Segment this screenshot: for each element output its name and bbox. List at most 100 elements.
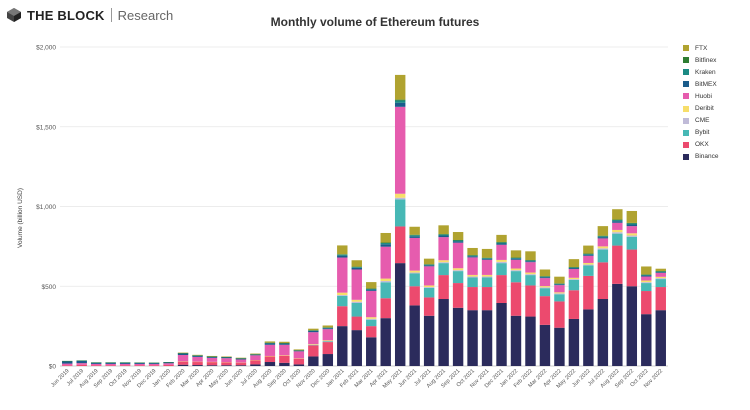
bar-segment-okx <box>612 245 623 284</box>
bar-segment-binance <box>366 337 377 366</box>
bar-segment-bitmex <box>148 362 160 364</box>
bar-segment-bitmex <box>452 241 464 243</box>
bar-stack <box>351 260 362 366</box>
bar-segment-okx <box>380 298 391 319</box>
bar-segment-ftx <box>655 268 666 272</box>
bar-segment-okx <box>148 365 160 366</box>
bar-segment-binance <box>481 310 493 366</box>
bar-segment-okx <box>119 365 131 366</box>
legend-swatch <box>683 105 689 112</box>
bar-segment-bybit <box>452 271 464 284</box>
bar-segment-bitmex <box>76 360 87 364</box>
bar-segment-ftx <box>438 225 449 235</box>
bar-segment-huobi <box>568 269 580 278</box>
bar-stack <box>583 245 594 366</box>
legend-swatch <box>683 57 689 64</box>
bar-segment-binance <box>655 310 666 366</box>
bar-segment-okx <box>423 297 435 316</box>
bar-stack <box>568 259 580 366</box>
bar-segment-ftx <box>481 248 493 258</box>
bar-segment-kraken <box>539 276 551 278</box>
bar-segment-huobi <box>221 358 232 363</box>
bar-segment-bitmex <box>655 272 666 273</box>
y-tick-label: $0 <box>49 364 57 371</box>
bar-segment-huobi <box>612 222 623 230</box>
bar-stack <box>221 356 232 366</box>
bar-segment-okx <box>351 316 362 331</box>
bar-segment-huobi <box>481 259 493 275</box>
bar-segment-huobi <box>148 363 160 366</box>
bar-segment-kraken <box>423 264 435 266</box>
bar-segment-deribit <box>438 260 449 263</box>
bar-segment-bybit <box>641 283 652 292</box>
bar-segment-okx <box>192 361 203 366</box>
bar-segment-ftx <box>351 260 362 267</box>
bar-stack <box>134 362 145 366</box>
y-tick-label: $1,500 <box>36 124 56 131</box>
bar-segment-bybit <box>554 294 565 302</box>
bar-stack <box>192 354 203 366</box>
bar-segment-cme <box>496 261 507 264</box>
bar-segment-huobi <box>525 262 536 273</box>
bar-segment-cme <box>467 276 478 278</box>
legend-item: Huobi <box>683 90 719 102</box>
bar-stack <box>76 360 87 366</box>
bar-segment-okx <box>163 364 174 366</box>
bar-stack <box>235 357 247 366</box>
bar-segment-cme <box>380 280 391 283</box>
bar-segment-huobi <box>496 244 507 260</box>
bar-segment-huobi <box>626 226 638 234</box>
bar-segment-okx <box>597 262 609 300</box>
bar-segment-deribit <box>380 278 391 281</box>
bar-segment-okx <box>641 291 652 315</box>
bar-segment-ftx <box>293 349 305 351</box>
bar-segment-binance <box>250 364 261 366</box>
bar-segment-bitmex <box>62 361 73 364</box>
bar-stack <box>467 247 478 366</box>
bar-segment-huobi <box>337 257 348 293</box>
bar-stack <box>250 353 261 366</box>
bar-segment-huobi <box>308 332 319 345</box>
bar-segment-huobi <box>452 242 464 269</box>
bar-stack <box>308 328 319 366</box>
legend-swatch <box>683 69 689 76</box>
bar-segment-binance <box>409 305 420 366</box>
bar-segment-bybit <box>568 279 580 291</box>
gridlines <box>60 46 668 367</box>
bar-segment-kraken <box>525 260 536 262</box>
bar-segment-kraken <box>481 258 493 259</box>
bar-segment-binance <box>394 263 406 366</box>
bar-segment-okx <box>308 345 319 357</box>
bar-segment-okx <box>452 283 464 308</box>
bar-segment-bybit <box>322 341 334 343</box>
bar-segment-bitmex <box>597 237 609 239</box>
bar-segment-bybit <box>481 277 493 288</box>
bar-segment-kraken <box>467 255 478 257</box>
bar-segment-bitmex <box>279 343 290 345</box>
bar-stack <box>438 225 449 366</box>
bar-segment-bitmex <box>641 275 652 277</box>
legend-label: Bybit <box>695 129 710 137</box>
bar-stack <box>264 341 276 366</box>
bar-segment-kraken <box>496 242 507 244</box>
bar-segment-bitmex <box>394 102 406 107</box>
bar-segment-ftx <box>322 325 334 328</box>
legend-swatch <box>683 141 689 148</box>
bar-segment-deribit <box>337 292 348 296</box>
bar-segment-cme <box>583 264 594 266</box>
bar-segment-binance <box>308 356 319 366</box>
bar-segment-okx <box>554 301 565 328</box>
bar-segment-ftx <box>554 276 565 284</box>
bar-segment-binance <box>539 324 551 366</box>
bar-stack <box>279 341 290 366</box>
bar-segment-bitmex <box>481 258 493 260</box>
bar-segment-huobi <box>76 363 87 365</box>
bar-segment-kraken <box>380 243 391 245</box>
bar-segment-binance <box>583 309 594 366</box>
y-tick-label: $2,000 <box>36 45 56 52</box>
bar-segment-huobi <box>206 357 218 362</box>
bar-segment-bybit <box>655 279 666 288</box>
bar-segment-cme <box>510 270 522 272</box>
bar-stack <box>641 266 652 366</box>
bar-segment-huobi <box>423 266 435 286</box>
